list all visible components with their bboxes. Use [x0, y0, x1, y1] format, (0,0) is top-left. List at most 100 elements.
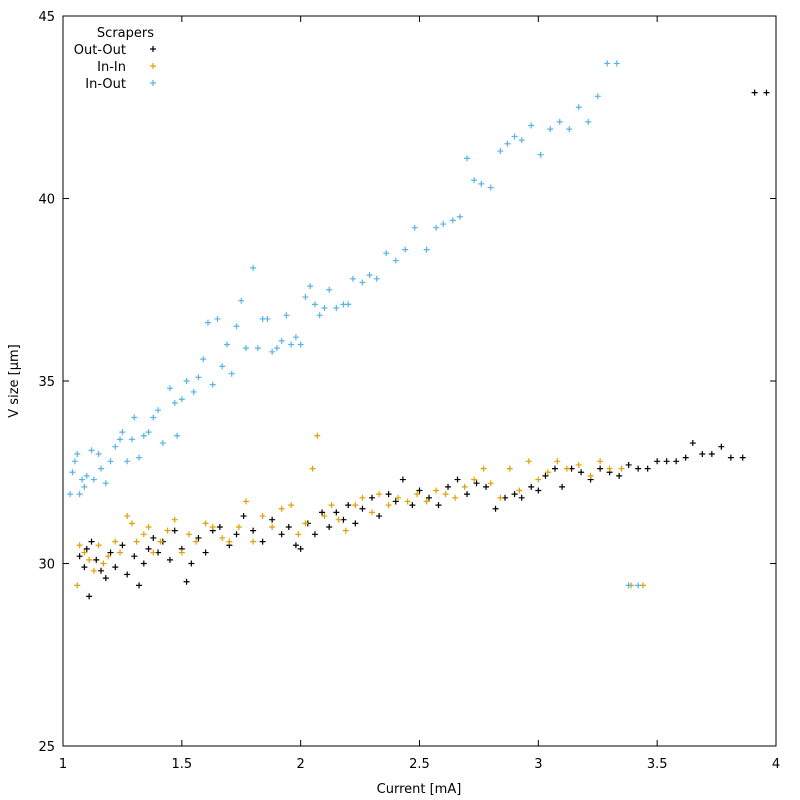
data-point [250, 264, 257, 271]
y-tick: 30 [38, 558, 776, 573]
data-point [587, 472, 594, 479]
data-point [575, 104, 582, 111]
x-tick: 4 [772, 16, 780, 772]
data-point [145, 429, 152, 436]
data-point [333, 509, 340, 516]
x-tick: 1 [59, 16, 67, 772]
data-point [404, 498, 411, 505]
data-point [100, 560, 107, 567]
data-point [278, 505, 285, 512]
legend-entry: In-Out [85, 77, 156, 92]
data-point [238, 297, 245, 304]
data-point [155, 407, 162, 414]
data-point [616, 472, 623, 479]
data-point [288, 341, 295, 348]
data-point [202, 520, 209, 527]
data-point [578, 469, 585, 476]
data-point [88, 447, 95, 454]
y-tick-label: 45 [38, 10, 55, 25]
data-point [342, 527, 349, 534]
data-point [98, 465, 105, 472]
data-point [269, 516, 276, 523]
data-point [727, 454, 734, 461]
data-point [442, 491, 449, 498]
data-point [563, 465, 570, 472]
data-point [71, 458, 78, 465]
data-point [131, 553, 138, 560]
data-point [480, 465, 487, 472]
y-axis-label: V size [µm] [7, 344, 22, 417]
data-point [528, 122, 535, 129]
data-point [76, 542, 83, 549]
data-point [483, 483, 490, 490]
data-point [497, 494, 504, 501]
data-point [292, 334, 299, 341]
data-point [464, 155, 471, 162]
data-point [492, 505, 499, 512]
data-point [625, 582, 632, 589]
data-point [295, 531, 302, 538]
data-point [478, 180, 485, 187]
data-point [547, 126, 554, 133]
legend: Scrapers Out-Out In-In In-Out [74, 26, 156, 92]
data-point [433, 224, 440, 231]
data-point [131, 414, 138, 421]
data-point [359, 505, 366, 512]
x-tick: 2 [297, 16, 305, 772]
data-point [454, 476, 461, 483]
data-point [219, 363, 226, 370]
data-point [83, 545, 90, 552]
data-point [259, 538, 266, 545]
data-point [352, 520, 359, 527]
data-point [316, 312, 323, 319]
data-point [426, 494, 433, 501]
data-point [81, 564, 88, 571]
data-point [575, 461, 582, 468]
data-point [288, 502, 295, 509]
data-point [195, 374, 202, 381]
data-point [594, 93, 601, 100]
data-point [159, 440, 166, 447]
data-point [511, 491, 518, 498]
data-point [739, 454, 746, 461]
data-point [219, 534, 226, 541]
data-point [535, 487, 542, 494]
data-marks [67, 60, 770, 600]
data-point [352, 502, 359, 509]
data-point [102, 480, 109, 487]
data-point [673, 458, 680, 465]
y-tick: 45 [38, 10, 776, 25]
data-point [74, 451, 81, 457]
data-point [171, 516, 178, 523]
data-point [209, 381, 216, 388]
data-point [250, 527, 257, 534]
data-point [311, 301, 318, 308]
data-point [273, 345, 280, 352]
data-point [74, 582, 81, 589]
plot-frame [62, 15, 777, 747]
data-point [535, 476, 542, 483]
data-point [554, 458, 561, 465]
data-point [625, 461, 632, 468]
data-point [76, 491, 83, 498]
data-point [136, 582, 143, 589]
data-point [171, 527, 178, 534]
data-point [326, 524, 333, 530]
data-point [264, 315, 271, 322]
data-point [383, 250, 390, 257]
data-point [544, 469, 551, 476]
data-point [409, 502, 416, 509]
data-point [105, 553, 112, 560]
data-point [209, 524, 216, 530]
data-point [497, 148, 504, 155]
data-point [223, 341, 230, 348]
data-point [385, 491, 392, 498]
data-point [376, 513, 383, 520]
data-point [635, 582, 642, 589]
x-tick-label: 4 [772, 757, 780, 772]
data-point [95, 451, 102, 457]
y-tick: 25 [38, 740, 776, 755]
data-point [464, 491, 471, 498]
data-point [333, 305, 340, 311]
data-point [243, 345, 250, 352]
